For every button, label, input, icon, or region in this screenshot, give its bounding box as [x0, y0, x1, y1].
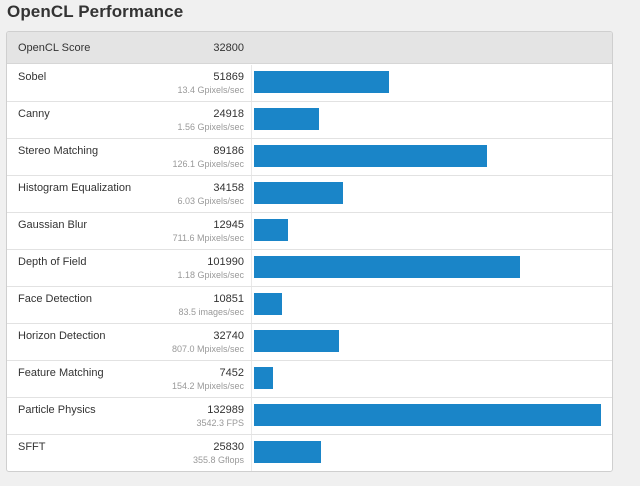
column-divider [251, 435, 252, 471]
test-rate: 711.6 Mpixels/sec [172, 233, 244, 243]
benchmark-row: Face Detection 10851 83.5 images/sec [7, 287, 612, 324]
bar-track [254, 367, 601, 389]
test-rate: 1.18 Gpixels/sec [177, 270, 244, 280]
test-score: 34158 [213, 182, 244, 194]
test-rate: 13.4 Gpixels/sec [177, 85, 244, 95]
test-score: 7452 [219, 367, 244, 379]
column-divider [251, 102, 252, 138]
test-name: Face Detection [18, 293, 92, 305]
test-name: Stereo Matching [18, 145, 99, 157]
test-name: Histogram Equalization [18, 182, 132, 194]
test-score: 24918 [213, 108, 244, 120]
column-divider [251, 361, 252, 397]
test-name: Horizon Detection [18, 330, 106, 342]
score-bar [254, 182, 343, 204]
benchmark-row: Depth of Field 101990 1.18 Gpixels/sec [7, 250, 612, 287]
results-panel: OpenCL Score 32800 Sobel 51869 13.4 Gpixel… [6, 31, 613, 472]
score-bar [254, 404, 601, 426]
summary-label: OpenCL Score [18, 42, 91, 54]
score-bar [254, 71, 389, 93]
bar-track [254, 108, 601, 130]
test-rate: 1.56 Gpixels/sec [177, 122, 244, 132]
bar-track [254, 256, 601, 278]
test-rate: 83.5 images/sec [178, 307, 244, 317]
summary-value: 32800 [213, 42, 244, 54]
column-divider [251, 213, 252, 249]
score-bar [254, 441, 321, 463]
page-title: OpenCL Performance [7, 2, 184, 21]
test-score: 25830 [213, 441, 244, 453]
test-name: Sobel [18, 71, 47, 83]
benchmark-row: Stereo Matching 89186 126.1 Gpixels/sec [7, 139, 612, 176]
bar-track [254, 219, 601, 241]
test-score: 101990 [207, 256, 244, 268]
test-name: Depth of Field [18, 256, 87, 268]
test-rate: 126.1 Gpixels/sec [172, 159, 244, 169]
test-name: SFFT [18, 441, 46, 453]
benchmark-row: SFFT 25830 355.8 Gflops [7, 435, 612, 471]
score-bar [254, 367, 273, 389]
bar-track [254, 404, 601, 426]
column-divider [251, 250, 252, 286]
bar-track [254, 330, 601, 352]
bar-track [254, 145, 601, 167]
test-score: 132989 [207, 404, 244, 416]
test-rate: 154.2 Mpixels/sec [171, 381, 244, 391]
test-score: 89186 [213, 145, 244, 157]
bar-track [254, 71, 601, 93]
benchmark-row: Sobel 51869 13.4 Gpixels/sec [7, 65, 612, 102]
bar-track [254, 293, 601, 315]
test-rate: 807.0 Mpixels/sec [171, 344, 244, 354]
score-bar [254, 108, 319, 130]
test-name: Particle Physics [18, 404, 96, 416]
bar-track [254, 441, 601, 463]
benchmark-row: Feature Matching 7452 154.2 Mpixels/sec [7, 361, 612, 398]
benchmark-row: Particle Physics 132989 3542.3 FPS [7, 398, 612, 435]
benchmark-row: Horizon Detection 32740 807.0 Mpixels/sec [7, 324, 612, 361]
test-score: 12945 [213, 219, 244, 231]
summary-row: OpenCL Score 32800 [7, 32, 612, 64]
test-name: Feature Matching [18, 367, 104, 379]
test-name: Canny [18, 108, 50, 120]
benchmark-row: Canny 24918 1.56 Gpixels/sec [7, 102, 612, 139]
test-score: 51869 [213, 71, 244, 83]
test-rate: 355.8 Gflops [192, 455, 244, 465]
test-score: 32740 [213, 330, 244, 342]
benchmark-row: Gaussian Blur 12945 711.6 Mpixels/sec [7, 213, 612, 250]
score-bar [254, 145, 487, 167]
test-name: Gaussian Blur [18, 219, 88, 231]
column-divider [251, 139, 252, 175]
score-bar [254, 330, 339, 352]
score-bar [254, 256, 520, 278]
test-rate: 3542.3 FPS [196, 418, 244, 428]
column-divider [251, 324, 252, 360]
bar-track [254, 182, 601, 204]
score-bar [254, 219, 288, 241]
score-bar [254, 293, 282, 315]
test-score: 10851 [213, 293, 244, 305]
column-divider [251, 65, 252, 101]
column-divider [251, 287, 252, 323]
column-divider [251, 176, 252, 212]
column-divider [251, 398, 252, 434]
test-rate: 6.03 Gpixels/sec [177, 196, 244, 206]
benchmark-row: Histogram Equalization 34158 6.03 Gpixels/… [7, 176, 612, 213]
